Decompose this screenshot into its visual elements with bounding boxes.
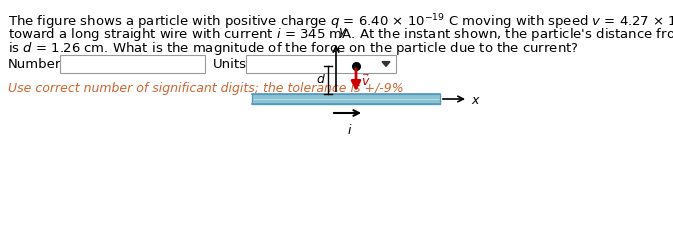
Text: $i$: $i$	[347, 123, 352, 136]
Text: $x$: $x$	[471, 93, 481, 106]
Text: toward a long straight wire with current $i$ = 345 mA. At the instant shown, the: toward a long straight wire with current…	[8, 26, 673, 43]
Bar	[60, 56, 205, 74]
Text: The figure shows a particle with positive charge $q$ = 6.40 $\times$ 10$^{-19}$ : The figure shows a particle with positiv…	[8, 12, 673, 31]
Bar	[252, 95, 440, 105]
Text: is $d$ = 1.26 cm. What is the magnitude of the force on the particle due to the : is $d$ = 1.26 cm. What is the magnitude …	[8, 40, 579, 57]
Text: $\vec{v}$: $\vec{v}$	[361, 73, 371, 88]
Bar	[246, 56, 396, 74]
Polygon shape	[382, 62, 390, 67]
Text: Use correct number of significant digits; the tolerance is +/-9%: Use correct number of significant digits…	[8, 82, 404, 95]
Text: $d$: $d$	[316, 72, 326, 86]
Text: Number: Number	[8, 58, 61, 71]
Text: Units: Units	[213, 58, 247, 71]
Text: $y$: $y$	[338, 26, 348, 40]
